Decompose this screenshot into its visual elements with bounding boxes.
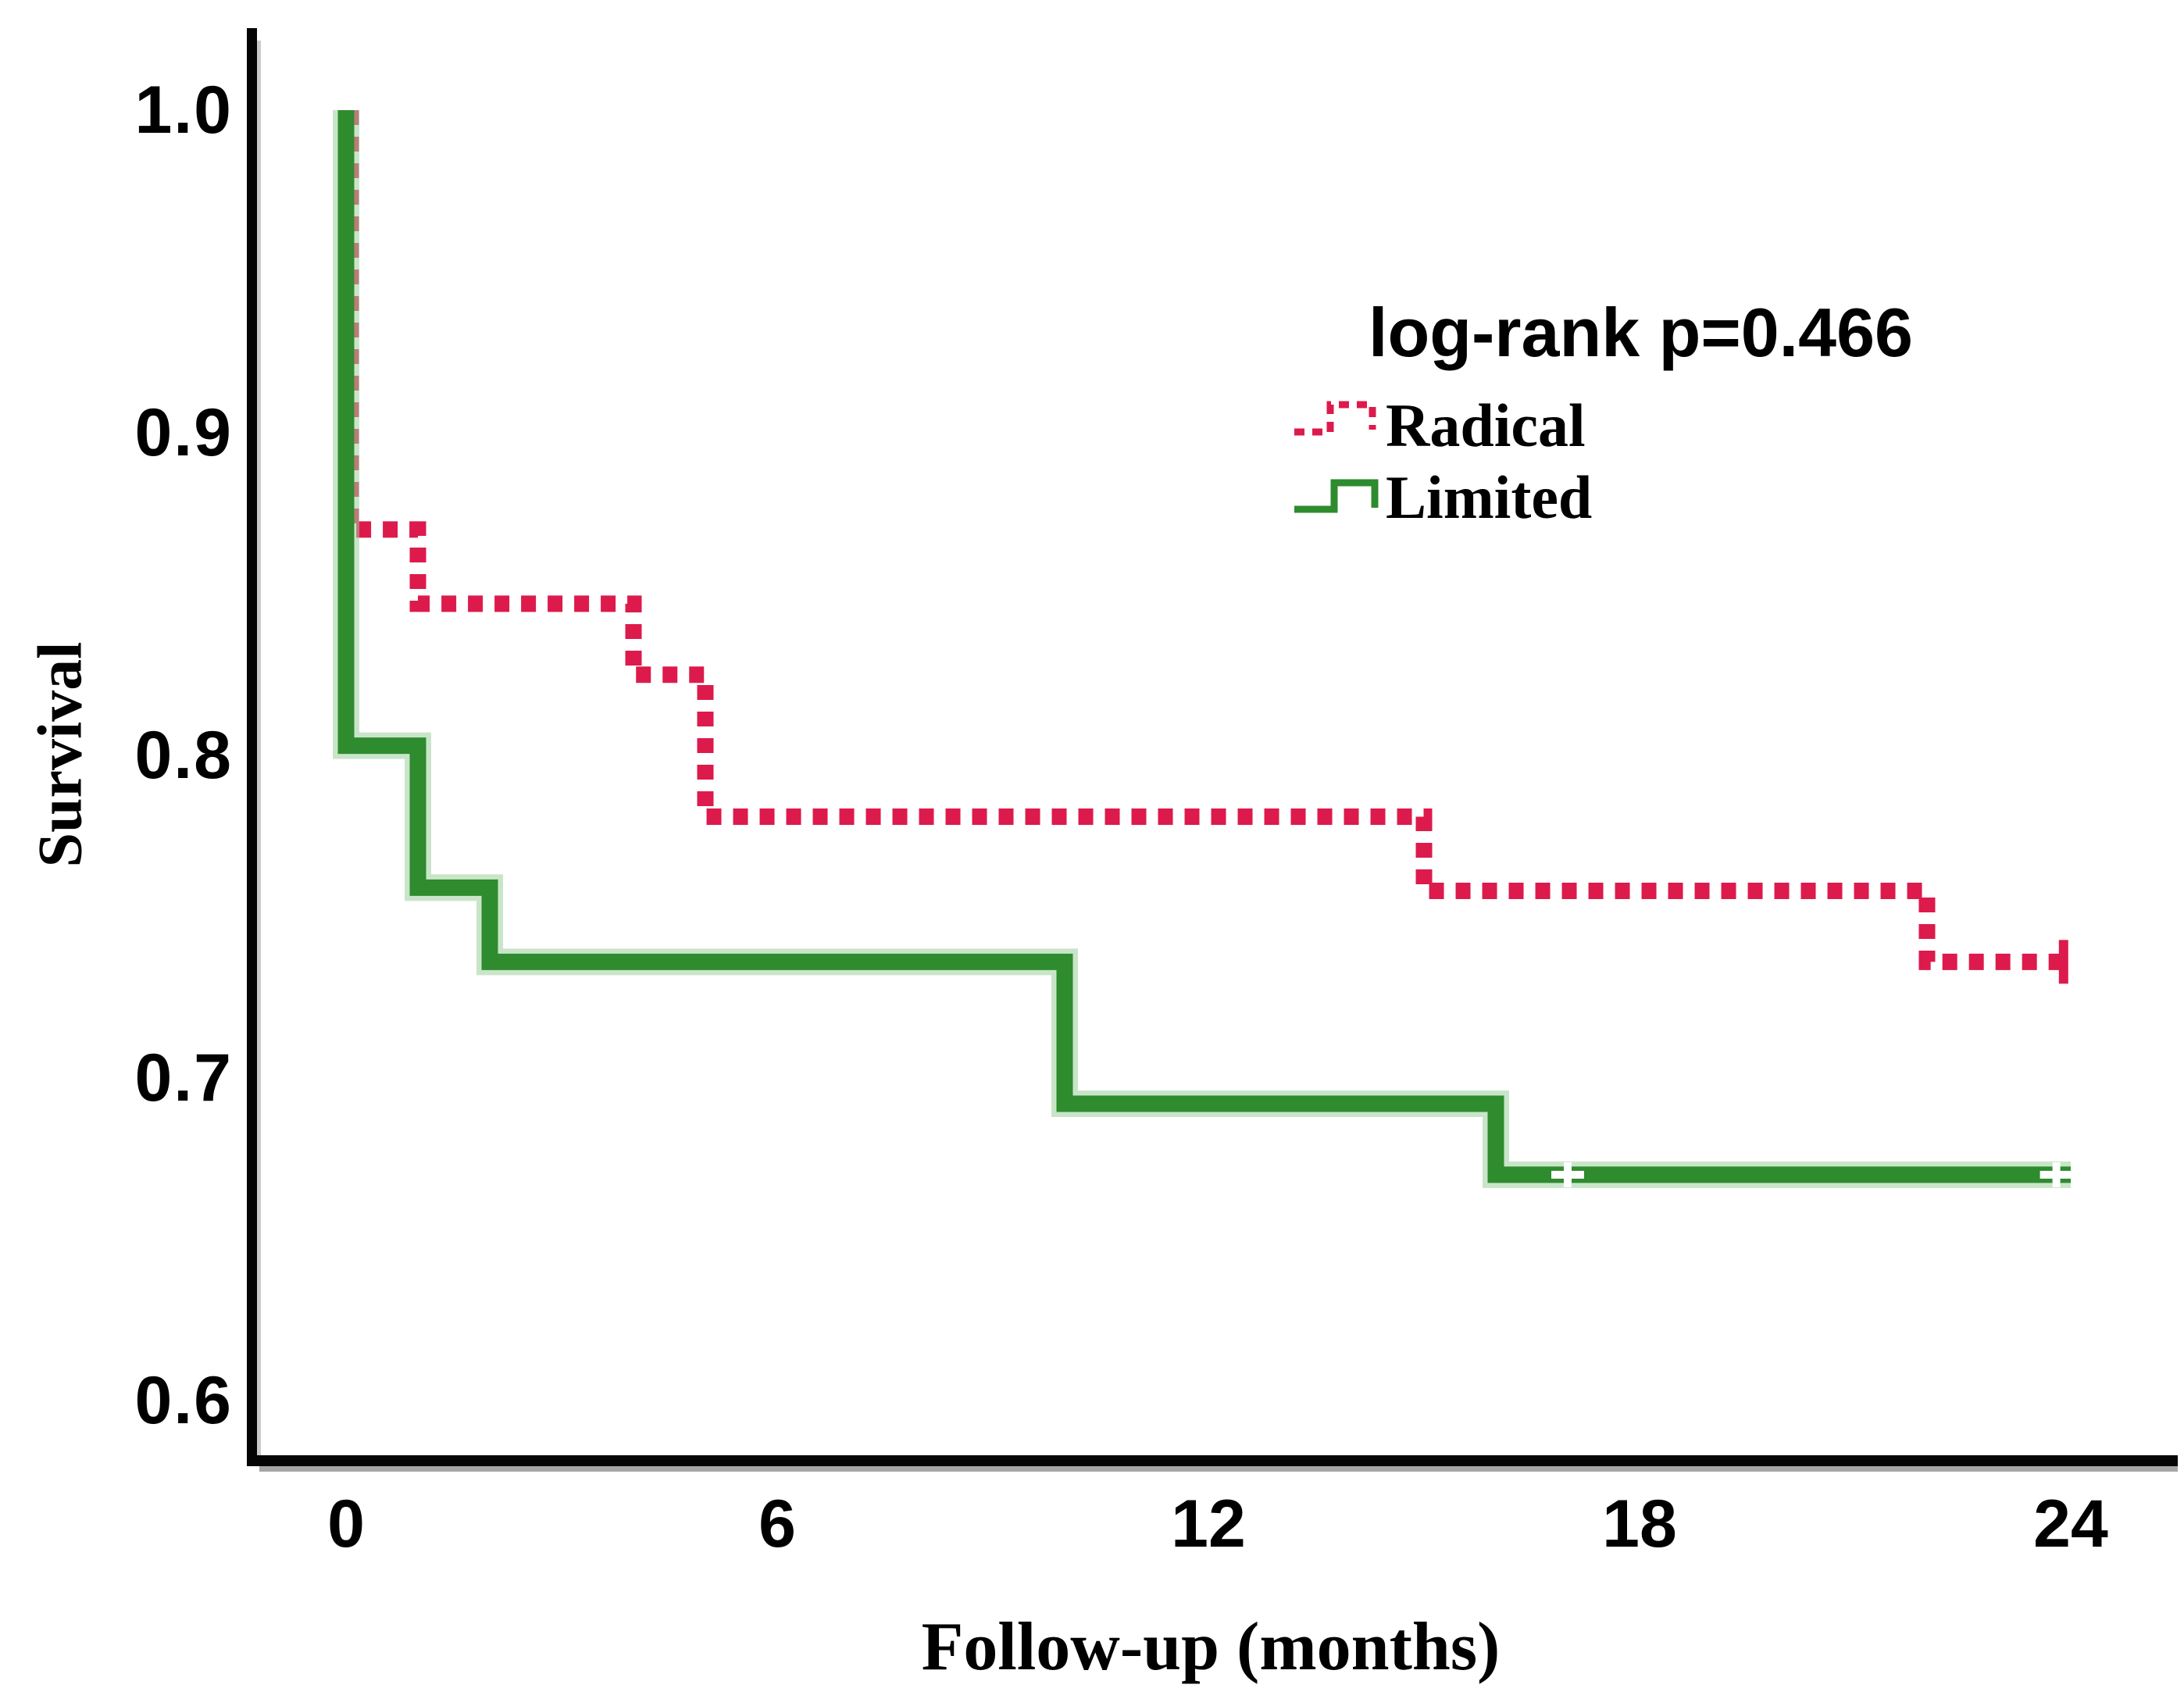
- x-tick-label-18: 18: [1602, 1487, 1677, 1561]
- x-tick-label-12: 12: [1171, 1487, 1246, 1561]
- x-axis-shadow: [259, 1466, 2178, 1472]
- legend-label-limited: Limited: [1386, 463, 1593, 531]
- limited-legend-symbol: [1294, 479, 1379, 513]
- x-tick-label-0: 0: [327, 1487, 365, 1561]
- curves-layer: [333, 110, 2073, 1188]
- y-tick-label-0.6: 0.6: [134, 1363, 233, 1438]
- x-tick-label-6: 6: [758, 1487, 796, 1561]
- radical-legend-symbol: [1294, 401, 1376, 436]
- x-axis-title: Follow-up (months): [921, 1609, 1501, 1685]
- y-axis-shadow: [257, 41, 261, 1466]
- x-axis-line: [247, 1455, 2178, 1466]
- y-tick-label-0.8: 0.8: [134, 718, 233, 793]
- y-tick-label-1.0: 1.0: [134, 73, 233, 148]
- y-axis-title: Survival: [26, 641, 95, 868]
- y-tick-label-0.7: 0.7: [134, 1040, 233, 1115]
- x-tick-label-24: 24: [2033, 1487, 2108, 1561]
- y-tick-label-0.9: 0.9: [134, 395, 233, 470]
- log-rank-annotation: log-rank p=0.466: [1369, 294, 1913, 371]
- y-axis-line: [247, 28, 257, 1466]
- legend-label-radical: Radical: [1386, 391, 1586, 459]
